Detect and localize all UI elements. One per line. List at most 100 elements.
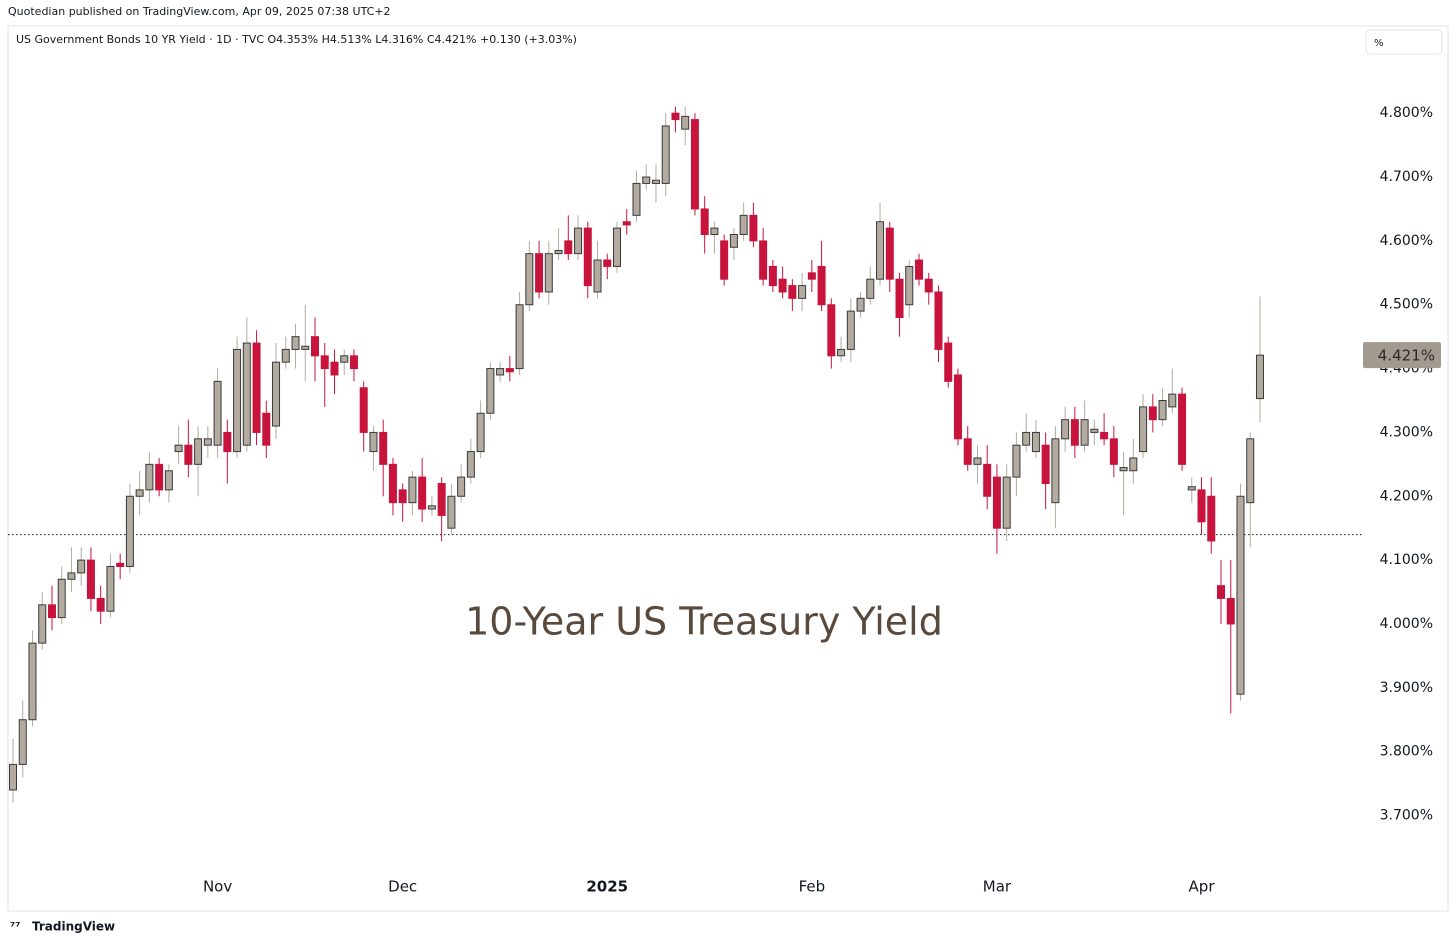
candle-body <box>700 208 709 236</box>
last-price-tag <box>1363 342 1441 369</box>
candle-body <box>759 240 768 280</box>
candle-body <box>934 291 943 350</box>
candle-body <box>388 463 397 504</box>
candle-body <box>164 470 173 491</box>
candle-body <box>213 380 222 446</box>
published-note: Quotedian published on TradingView.com, … <box>8 5 391 18</box>
candle-body <box>135 489 144 497</box>
candle-body <box>252 342 261 433</box>
candle-body <box>710 227 719 236</box>
x-tick-label: Feb <box>799 878 826 896</box>
logo-icon: ⁷⁷ <box>10 920 21 934</box>
candle-body <box>768 265 777 287</box>
candle-body <box>973 457 982 465</box>
candle-body <box>77 559 86 574</box>
y-tick-label: 3.900% <box>1380 680 1433 696</box>
candle-body <box>846 310 855 350</box>
candle-body <box>837 348 846 357</box>
candle-body <box>661 125 670 184</box>
footer-logo: TradingView <box>32 920 115 934</box>
candle-body <box>67 572 76 580</box>
last-price-label: 4.421% <box>1378 347 1435 365</box>
y-tick-label: 4.800% <box>1380 105 1433 121</box>
candle-body <box>817 265 826 306</box>
candle-body <box>1139 406 1148 453</box>
candle-body <box>622 221 631 226</box>
candle-body <box>349 355 358 370</box>
y-tick-label: 4.600% <box>1380 233 1433 249</box>
candle-body <box>281 348 290 363</box>
candle-body <box>486 368 495 414</box>
candle-body <box>379 431 388 465</box>
candle-body <box>1100 431 1109 440</box>
candle-body <box>398 489 407 504</box>
candle-body <box>535 253 544 293</box>
candle-body <box>194 438 203 465</box>
candle-body <box>1217 585 1226 599</box>
candle-body <box>28 642 37 721</box>
candle-body <box>1236 495 1245 695</box>
candle-body <box>1041 444 1050 485</box>
candle-body <box>330 361 339 376</box>
candle-body <box>729 234 738 248</box>
candle-body <box>418 476 427 510</box>
candle-body <box>749 214 758 242</box>
y-tick-label: 4.100% <box>1380 552 1433 568</box>
candle-body <box>320 355 329 370</box>
unit-button[interactable] <box>1365 29 1443 55</box>
candle-body <box>1031 431 1040 453</box>
chart-frame <box>7 25 1449 912</box>
candle-body <box>291 336 300 350</box>
candle-body <box>788 285 797 299</box>
candle-body <box>1022 431 1031 446</box>
candle-body <box>915 259 924 280</box>
candle-body <box>184 444 193 465</box>
candle-body <box>681 115 690 130</box>
candle-body <box>1255 354 1264 400</box>
candle-body <box>603 259 612 267</box>
candle-body <box>895 278 904 319</box>
candle-body <box>408 476 417 504</box>
candle-body <box>944 342 953 382</box>
candle-body <box>340 355 349 363</box>
candle-body <box>1246 438 1255 504</box>
candle-body <box>963 438 972 465</box>
candle-body <box>203 438 212 446</box>
candle-body <box>983 463 992 497</box>
candle-body <box>613 227 622 267</box>
symbol-legend: US Government Bonds 10 YR Yield · 1D · T… <box>16 33 577 46</box>
candle-body <box>1051 438 1060 504</box>
unit-label: % <box>1374 38 1384 49</box>
y-tick-label: 4.000% <box>1380 616 1433 632</box>
candle-body <box>1226 597 1235 625</box>
candle-body <box>1109 438 1118 465</box>
candle-body <box>525 253 534 306</box>
candle-body <box>447 495 456 529</box>
candle-body <box>651 179 660 184</box>
candle-body <box>1207 495 1216 542</box>
candle-body <box>866 278 875 299</box>
y-tick-label: 4.500% <box>1380 297 1433 313</box>
candle-body <box>369 431 378 453</box>
y-tick-label: 3.700% <box>1380 808 1433 824</box>
plot-area: 3.700% 3.800% 3.900% 4.000% 4.100% 4.200% 4.30… <box>8 41 1433 896</box>
candle-body <box>311 336 320 357</box>
chart-title: 10-Year US Treasury Yield <box>465 600 943 644</box>
candle-body <box>720 240 729 280</box>
candle-body <box>1158 400 1167 421</box>
candle-body <box>554 249 563 255</box>
y-tick-label: 4.700% <box>1380 169 1433 185</box>
candle-body <box>116 562 125 568</box>
candle-body <box>1178 393 1187 465</box>
candle-body <box>106 566 115 612</box>
x-tick-label: Apr <box>1189 878 1216 896</box>
candle-body <box>1187 486 1196 491</box>
candle-body <box>233 348 242 453</box>
candle-body <box>1129 457 1138 472</box>
candle-body <box>807 272 816 280</box>
candle-body <box>86 559 95 599</box>
candle-body <box>301 345 310 350</box>
candle-body <box>924 278 933 293</box>
